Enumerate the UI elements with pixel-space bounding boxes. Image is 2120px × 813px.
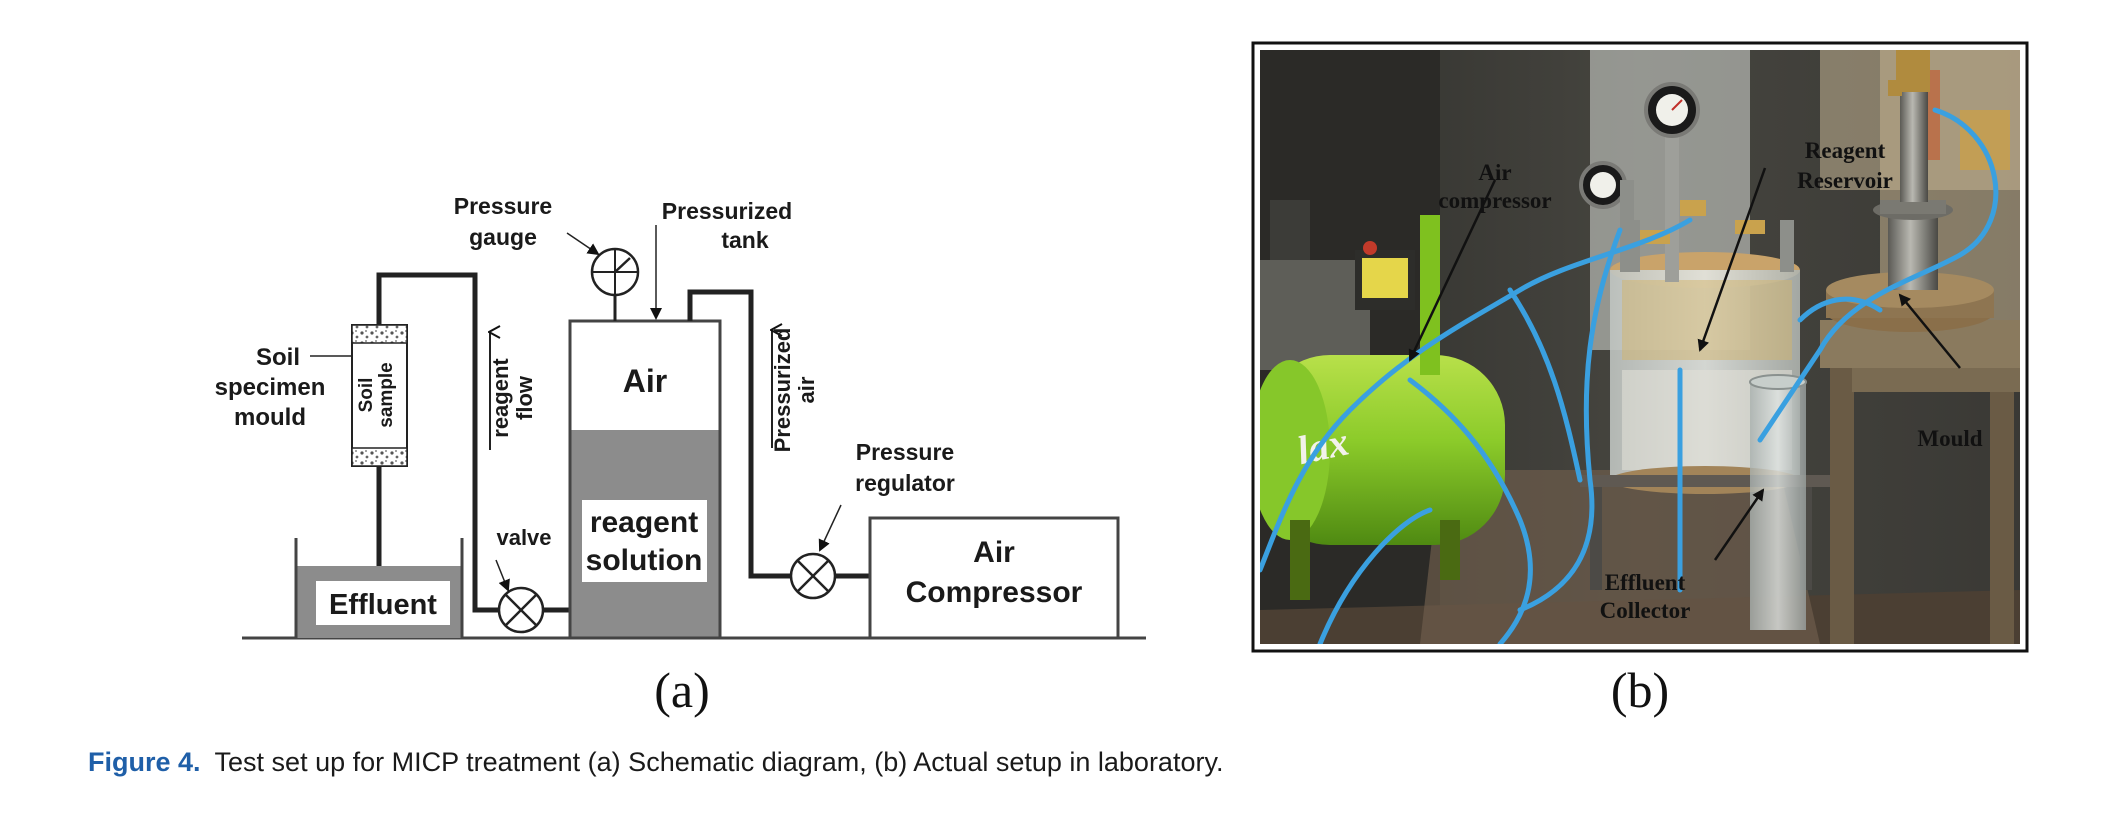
reagent-pipe: reagent flow	[376, 272, 570, 613]
photo-label-effluent-collector-1: Effluent	[1605, 570, 1686, 595]
pressurized-air-label-2: air	[794, 376, 819, 403]
reagent-flow-label-1: reagent	[488, 358, 513, 438]
panel-a-schematic: Effluent Soil sample Soil specimen mould…	[215, 193, 1146, 718]
photo-label-effluent-collector-2: Collector	[1600, 598, 1691, 623]
pressure-gauge-label-2: gauge	[469, 224, 537, 250]
photo-label-mould: Mould	[1917, 426, 1982, 451]
lab-photo: lax	[1260, 50, 2020, 644]
valve-symbol: valve	[495, 525, 552, 634]
effluent-label: Effluent	[329, 589, 437, 621]
panel-a-sublabel: (a)	[654, 662, 710, 718]
reagent-flow-label-2: flow	[512, 375, 537, 420]
pressure-regulator: Pressure regulator	[789, 439, 955, 600]
reagent-solution-label-1: reagent	[590, 506, 698, 539]
pressure-regulator-label-2: regulator	[855, 470, 955, 496]
soil-specimen-mould: Soil sample Soil specimen mould	[215, 324, 408, 566]
photo-label-air-compressor-2: compressor	[1438, 188, 1551, 213]
air-compressor-label-1: Air	[973, 536, 1015, 569]
photo-annotation-arrows	[1408, 167, 1961, 561]
pressure-gauge-label-1: Pressure	[454, 193, 552, 219]
figure-caption-text: Test set up for MICP treatment (a) Schem…	[214, 747, 1224, 777]
soil-sample-label-1: Soil	[356, 378, 377, 413]
soil-mould-label-3: mould	[234, 404, 306, 431]
pressurized-tank: Air reagent solution Pressurized tank	[568, 198, 792, 640]
air-pipe: Pressurized air	[687, 289, 870, 579]
air-compressor-box: Air Compressor	[868, 516, 1120, 640]
valve-label: valve	[496, 525, 551, 550]
pressure-gauge: Pressure gauge	[454, 193, 640, 321]
soil-mould-label-2: specimen	[215, 374, 326, 401]
blue-tubing	[1260, 107, 1999, 644]
soil-mould-label-1: Soil	[256, 344, 300, 371]
pressurized-air-label-1: Pressurized	[770, 328, 795, 453]
soil-sample-label-2: sample	[376, 362, 397, 427]
panel-b-photo: lax	[1251, 41, 2029, 718]
photo-label-reagent-reservoir-1: Reagent	[1805, 138, 1886, 163]
figure-caption: Figure 4. Test set up for MICP treatment …	[88, 742, 1223, 782]
effluent-container: Effluent	[294, 538, 464, 638]
photo-label-reagent-reservoir-2: Reservoir	[1797, 168, 1893, 193]
panel-b-sublabel: (b)	[1611, 662, 1669, 718]
tank-air-label: Air	[623, 363, 667, 399]
figure-caption-label: Figure 4.	[88, 747, 201, 777]
pressurized-tank-label-1: Pressurized	[662, 198, 792, 224]
reagent-solution-label-2: solution	[586, 544, 703, 577]
air-compressor-label-2: Compressor	[906, 576, 1083, 609]
pressure-regulator-label-1: Pressure	[856, 439, 954, 465]
pressurized-tank-label-2: tank	[721, 227, 769, 253]
photo-label-air-compressor-1: Air	[1478, 160, 1511, 185]
